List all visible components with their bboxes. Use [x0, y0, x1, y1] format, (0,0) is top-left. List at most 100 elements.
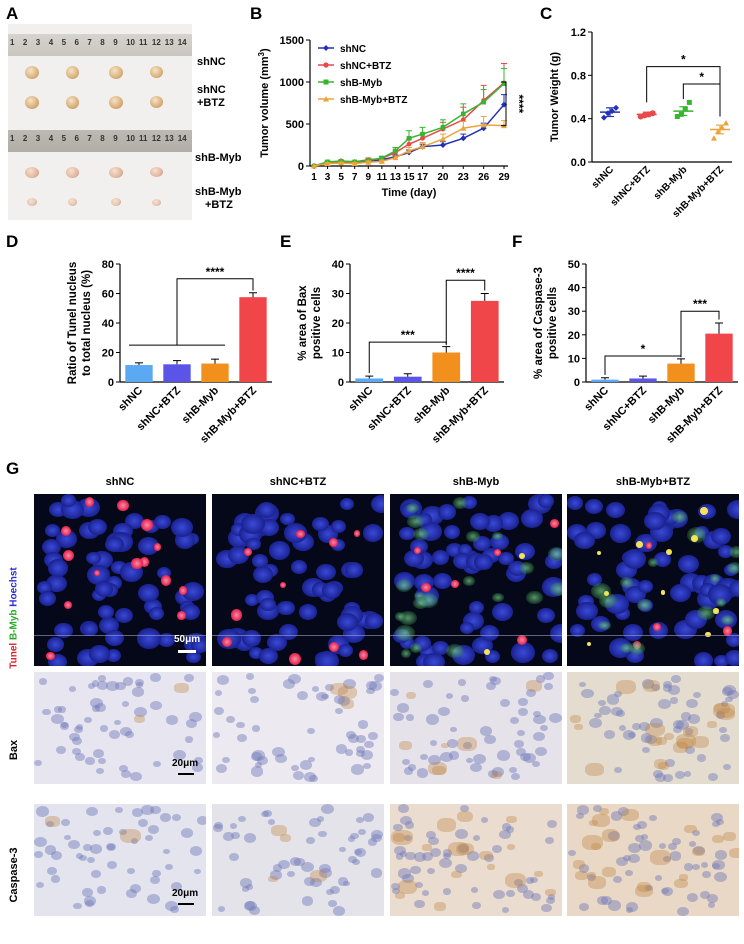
hoechst-nucleus — [88, 644, 111, 663]
merged-signal — [660, 590, 666, 595]
data-point — [719, 124, 725, 130]
cell-nucleus — [439, 751, 453, 762]
cell-nucleus — [455, 828, 468, 840]
cell-nucleus — [653, 770, 664, 779]
cell-nucleus — [113, 719, 121, 726]
cell-nucleus — [403, 834, 412, 842]
cell-nucleus — [518, 698, 528, 706]
cell-nucleus — [342, 880, 350, 887]
cell-nucleus — [606, 694, 620, 705]
cell-nucleus — [416, 768, 429, 778]
ruler-top-number: 14 — [177, 38, 187, 47]
cell-nucleus — [129, 884, 142, 894]
data-point — [682, 106, 688, 112]
merged-signal — [603, 590, 610, 597]
ruler-bottom-number: 10 — [126, 134, 135, 143]
hoechst-nucleus — [728, 579, 739, 597]
y-tick-label: 40 — [102, 318, 114, 330]
cell-nucleus — [650, 717, 663, 728]
cell-nucleus — [540, 724, 548, 731]
hoechst-nucleus — [364, 612, 384, 629]
cell-nucleus — [252, 750, 266, 761]
cell-nucleus — [303, 876, 316, 886]
y-tick-label: 60 — [102, 289, 114, 301]
tunel-signal — [62, 549, 74, 561]
cell-nucleus — [63, 834, 72, 841]
cell-nucleus — [721, 701, 729, 707]
cell-nucleus — [93, 830, 101, 837]
tumor-specimen — [111, 198, 121, 206]
cell-nucleus — [421, 890, 429, 897]
hoechst-nucleus — [87, 518, 107, 536]
hoechst-nucleus — [497, 511, 520, 531]
cell-nucleus — [325, 684, 334, 691]
cell-nucleus — [147, 824, 160, 835]
data-point — [686, 99, 692, 105]
hoechst-nucleus — [54, 622, 73, 639]
cell-nucleus — [509, 766, 517, 773]
hoechst-nucleus — [457, 544, 472, 557]
y-tick-label: 0 — [108, 377, 114, 389]
bar-shB-Myb — [432, 352, 461, 382]
cell-nucleus — [165, 714, 179, 725]
cell-nucleus — [361, 750, 374, 761]
data-point — [379, 155, 385, 161]
dab-stain — [602, 867, 616, 878]
hoechst-nucleus — [399, 526, 416, 540]
cell-nucleus — [708, 901, 716, 908]
hoechst-nucleus — [81, 622, 99, 636]
data-point — [439, 136, 446, 142]
dab-stain — [684, 824, 697, 834]
cell-nucleus — [68, 685, 77, 692]
cell-nucleus — [683, 770, 692, 777]
panel-label-f: F — [512, 232, 523, 251]
data-point — [481, 99, 486, 105]
caspase3-ihc-image — [567, 804, 739, 916]
cell-nucleus — [638, 721, 650, 731]
hoechst-nucleus — [257, 501, 277, 518]
cell-nucleus — [404, 820, 415, 829]
x-tick-label: shNC — [347, 385, 376, 414]
hoechst-nucleus — [170, 517, 193, 537]
cell-nucleus — [480, 816, 489, 823]
cell-nucleus — [241, 885, 250, 893]
data-point — [439, 142, 446, 148]
cell-nucleus — [335, 744, 348, 754]
cell-nucleus — [658, 699, 672, 710]
cell-nucleus — [344, 748, 354, 756]
dab-stain — [728, 847, 739, 859]
cell-nucleus — [402, 759, 410, 766]
cell-nucleus — [422, 852, 434, 862]
cell-nucleus — [692, 830, 701, 837]
tunel-signal — [139, 557, 149, 567]
cell-nucleus — [223, 832, 234, 841]
scale-bar-fluor — [178, 650, 196, 653]
cell-nucleus — [90, 697, 103, 708]
cell-nucleus — [348, 856, 358, 864]
cell-nucleus — [535, 675, 546, 683]
hoechst-nucleus — [470, 512, 491, 530]
cell-nucleus — [245, 672, 255, 680]
x-tick-label: 17 — [417, 172, 429, 183]
ruler-top-number: 10 — [126, 38, 135, 47]
hoechst-nucleus — [158, 633, 175, 648]
label-bmyb: B-Myb — [8, 609, 20, 643]
cell-nucleus — [547, 894, 556, 901]
cell-nucleus — [442, 849, 452, 857]
hoechst-nucleus — [321, 582, 341, 599]
cell-nucleus — [76, 723, 84, 730]
data-point — [324, 160, 331, 166]
cell-nucleus — [533, 714, 546, 725]
cell-nucleus — [510, 773, 520, 781]
hoechst-nucleus — [606, 501, 626, 519]
cell-nucleus — [91, 705, 101, 713]
bmyb-signal — [619, 577, 633, 588]
dab-stain — [399, 741, 412, 750]
dab-stain — [590, 842, 602, 850]
cell-nucleus — [61, 819, 70, 827]
bmyb-signal — [452, 497, 468, 509]
hoechst-nucleus — [105, 536, 124, 553]
cell-nucleus — [311, 686, 320, 693]
significance-label: * — [641, 342, 646, 356]
dab-stain — [433, 902, 446, 911]
